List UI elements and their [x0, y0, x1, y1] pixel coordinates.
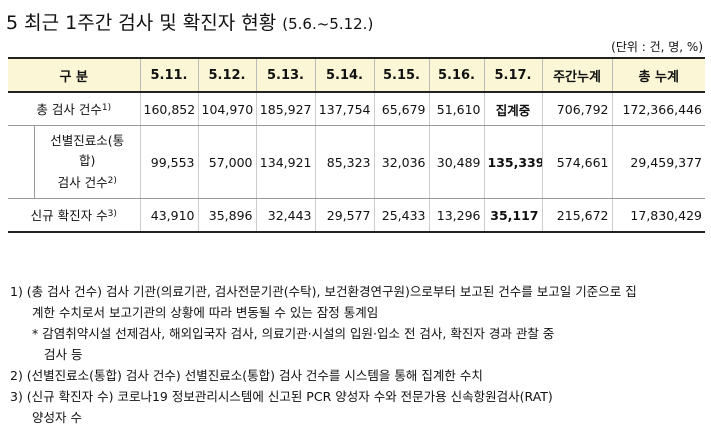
header-date: 5.17. — [483, 57, 542, 93]
table-row-new-cases: 신규 확진자 수3) 43,910 35,896 32,443 29,577 2… — [8, 198, 705, 233]
table-cell: 51,610 — [428, 92, 484, 126]
page-title: 5 최근 1주간 검사 및 확진자 현황 (5.6.~5.12.) — [6, 8, 373, 35]
footnote-marker: 1) — [101, 103, 112, 113]
footnote-1-sub-cont: 검사 등 — [44, 347, 83, 362]
header-date: 5.12. — [197, 57, 256, 93]
header-date: 5.11. — [139, 57, 198, 93]
stats-table: 구 분 5.11. 5.12. 5.13. 5.14. 5.15. 5.16. … — [8, 57, 705, 233]
row-label: 신규 확진자 수3) — [8, 198, 140, 233]
table-row-screening-tests: 선별진료소(통 합) 검사 건수2) 99,553 57,000 134,921… — [8, 125, 705, 199]
table-cell: 65,679 — [373, 92, 429, 126]
table-cell: 29,459,377 — [611, 125, 705, 199]
row-label-line2: 합) — [79, 153, 96, 168]
footnote-1: 1) (총 검사 건수) 검사 기관(의료기관, 검사전문기관(수탁), 보건환… — [10, 284, 637, 299]
header-date: 5.15. — [373, 57, 429, 93]
table-cell: 25,433 — [373, 198, 429, 233]
row-label-line3: 검사 건수2) — [58, 171, 117, 193]
table-cell-pending: 집계중 — [483, 92, 542, 126]
footnote-3: 3) (신규 확진자 수) 코로나19 정보관리시스템에 신고된 PCR 양성자… — [10, 389, 553, 404]
table-cell: 185,927 — [255, 92, 315, 126]
table-cell: 134,921 — [255, 125, 315, 199]
table-cell: 43,910 — [139, 198, 198, 233]
table-cell: 17,830,429 — [611, 198, 705, 233]
row-label: 선별진료소(통 합) 검사 건수2) — [8, 125, 140, 199]
row-label-text: 신규 확진자 수 — [30, 208, 108, 223]
header-grand-total: 총 누계 — [611, 57, 705, 93]
header-date: 5.16. — [428, 57, 484, 93]
table-cell: 35,896 — [197, 198, 256, 233]
table-cell: 30,489 — [428, 125, 484, 199]
table-cell: 172,366,446 — [611, 92, 705, 126]
header-category: 구 분 — [8, 57, 140, 93]
header-weekly-total: 주간누계 — [541, 57, 612, 93]
footnote-2: 2) (선별진료소(통합) 검사 건수) 선별진료소(통합) 검사 건수를 시스… — [10, 368, 483, 383]
table-row-total-tests: 총 검사 건수1) 160,852 104,970 185,927 137,75… — [8, 92, 705, 126]
footnote-marker: 3) — [107, 209, 117, 219]
unit-note: (단위 : 건, 명, %) — [611, 40, 703, 54]
table-header-row: 구 분 5.11. 5.12. 5.13. 5.14. 5.15. 5.16. … — [8, 57, 705, 93]
table-cell: 32,036 — [373, 125, 429, 199]
row-label-text: 검사 건수 — [57, 175, 108, 190]
title-period: (5.6.~5.12.) — [282, 15, 374, 33]
table-cell: 29,577 — [314, 198, 374, 233]
table-cell: 135,339 — [483, 125, 542, 199]
table-cell: 160,852 — [139, 92, 198, 126]
footnote-marker: 2) — [107, 176, 117, 186]
footnote-1-sub: * 감염취약시설 선제검사, 해외입국자 검사, 의료기관·시설의 입원·입소 … — [32, 326, 555, 341]
table-cell: 32,443 — [255, 198, 315, 233]
table-cell: 13,296 — [428, 198, 484, 233]
footnotes: 1) (총 검사 건수) 검사 기관(의료기관, 검사전문기관(수탁), 보건환… — [10, 281, 705, 428]
footnote-1-cont: 계한 수치로서 보고기관의 상황에 따라 변동될 수 있는 잠정 통계임 — [32, 305, 379, 320]
table-cell: 706,792 — [541, 92, 612, 126]
row-label-text: 총 검사 건수 — [36, 102, 102, 117]
table-cell: 99,553 — [139, 125, 198, 199]
table-cell: 574,661 — [541, 125, 612, 199]
table-cell: 85,323 — [314, 125, 374, 199]
footnote-3-cont: 양성자 수 — [32, 410, 82, 425]
table-cell: 104,970 — [197, 92, 256, 126]
table-cell: 35,117 — [483, 198, 542, 233]
row-label-line1: 선별진료소(통 — [50, 133, 125, 148]
row-label: 총 검사 건수1) — [8, 92, 140, 126]
title-text: 5 최근 1주간 검사 및 확진자 현황 — [6, 12, 277, 34]
header-date: 5.13. — [255, 57, 315, 93]
table-cell: 215,672 — [541, 198, 612, 233]
table-cell: 57,000 — [197, 125, 256, 199]
row-label-box: 선별진료소(통 합) 검사 건수2) — [34, 126, 140, 198]
table-cell: 137,754 — [314, 92, 374, 126]
header-date: 5.14. — [314, 57, 374, 93]
